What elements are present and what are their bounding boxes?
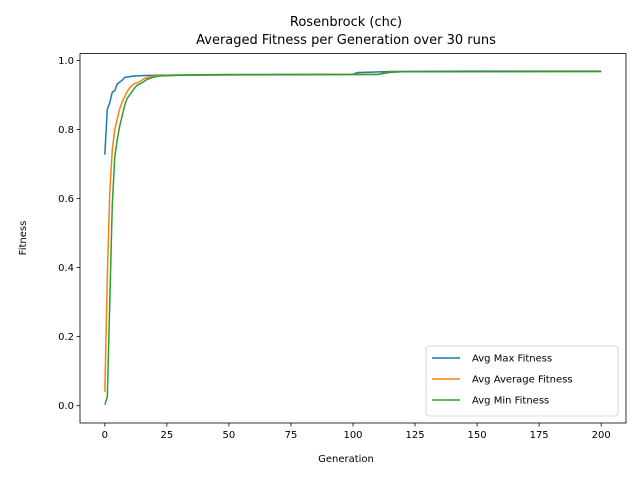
series-line-3 [104, 70, 602, 405]
legend-label: Avg Max Fitness [472, 354, 552, 365]
series-line-2 [104, 70, 602, 392]
y-tick-label: 0.8 [58, 125, 74, 136]
legend: Avg Max Fitness Avg Average Fitness Avg Mi… [425, 345, 619, 417]
y-tick-label: 0.2 [58, 332, 74, 343]
x-tick-label: 50 [223, 430, 236, 441]
y-axis-label: Fitness [18, 221, 29, 256]
x-tick-label: 25 [160, 430, 173, 441]
x-tick-label: 150 [468, 430, 487, 441]
x-axis-ticks: 0 25 50 75 100 125 150 175 200 [102, 423, 611, 441]
y-tick-label: 0.4 [58, 263, 74, 274]
legend-label: Avg Average Fitness [472, 375, 573, 386]
x-tick-label: 0 [102, 430, 108, 441]
x-tick-label: 175 [530, 430, 549, 441]
y-tick-label: 0.0 [58, 401, 74, 412]
legend-label: Avg Min Fitness [472, 396, 549, 407]
y-axis-ticks: 0.0 0.2 0.4 0.6 0.8 1.0 [58, 56, 80, 412]
x-tick-label: 100 [343, 430, 362, 441]
legend-box [425, 345, 619, 417]
chart-title: Rosenbrock (chc) [290, 15, 402, 30]
x-tick-label: 75 [285, 430, 298, 441]
plot-area [104, 70, 602, 405]
y-tick-label: 0.6 [58, 194, 74, 205]
chart-subtitle: Averaged Fitness per Generation over 30 … [196, 33, 496, 48]
y-tick-label: 1.0 [58, 56, 74, 67]
series-line-1 [104, 70, 602, 155]
x-tick-label: 125 [405, 430, 424, 441]
x-axis-label: Generation [318, 454, 374, 465]
x-tick-label: 200 [592, 430, 611, 441]
